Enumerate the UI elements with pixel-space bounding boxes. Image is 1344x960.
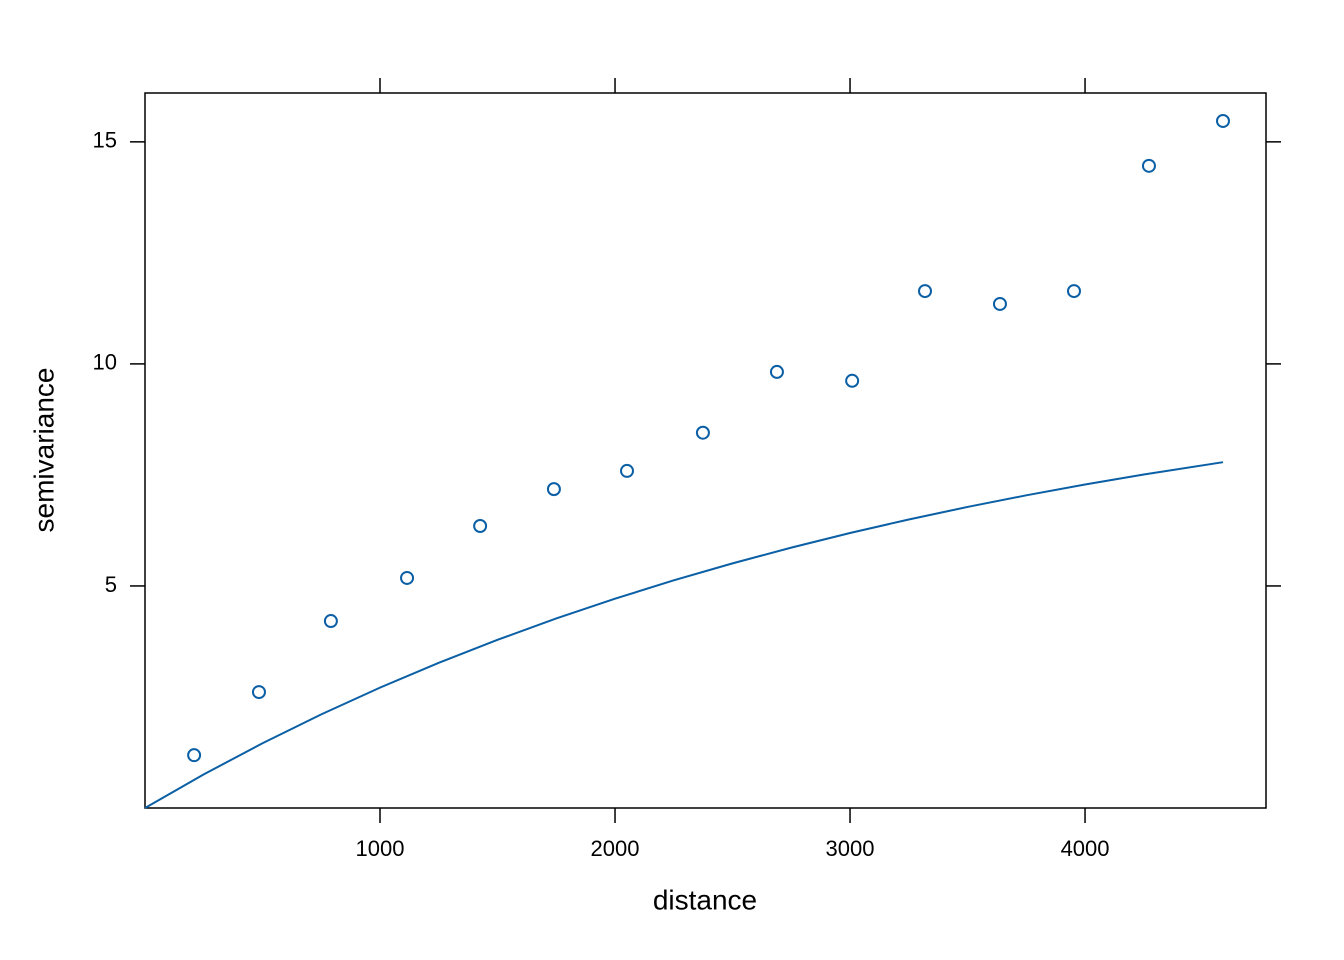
point — [400, 570, 415, 585]
point — [917, 284, 932, 299]
point — [251, 685, 266, 700]
point — [546, 482, 561, 497]
point — [845, 373, 860, 388]
point — [187, 748, 202, 763]
y-tick-label: 10 — [93, 350, 117, 375]
plot-frame — [144, 92, 1267, 809]
point — [769, 364, 784, 379]
point — [1215, 113, 1230, 128]
y-axis-label: semivariance — [28, 368, 59, 533]
x-tick-label: 1000 — [356, 836, 405, 861]
x-axis-label: distance — [653, 884, 757, 915]
point — [1066, 284, 1081, 299]
point — [473, 518, 488, 533]
point — [1141, 158, 1156, 173]
x-tick-label: 4000 — [1061, 836, 1110, 861]
point — [620, 463, 635, 478]
y-tick-label: 15 — [93, 128, 117, 153]
x-tick-label: 2000 — [591, 836, 640, 861]
point — [992, 296, 1007, 311]
point — [323, 614, 338, 629]
x-tick-label: 3000 — [826, 836, 875, 861]
y-tick-label: 5 — [105, 572, 117, 597]
point — [695, 425, 710, 440]
model-line — [144, 461, 1224, 809]
